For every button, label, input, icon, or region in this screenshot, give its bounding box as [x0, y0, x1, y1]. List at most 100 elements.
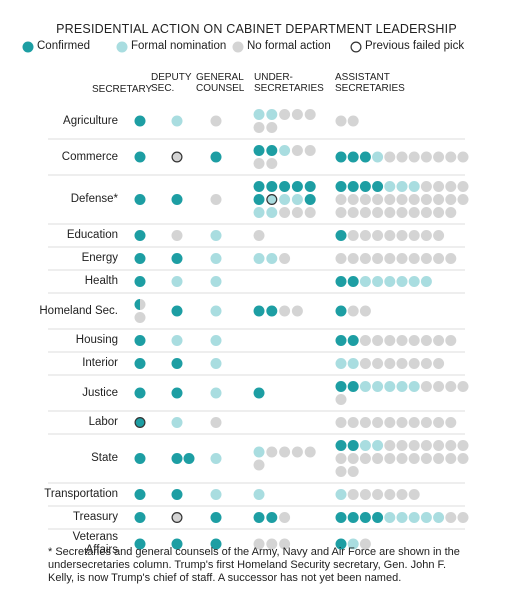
dot: [335, 453, 347, 464]
dot: [171, 115, 183, 127]
dot: [335, 358, 347, 369]
column-header: UNDER-SECRETARIES: [254, 72, 324, 94]
dot: [266, 158, 278, 169]
dot: [291, 145, 303, 156]
dot: [134, 115, 146, 127]
dot: [384, 358, 396, 369]
dot: [304, 194, 316, 205]
dot: [304, 145, 316, 156]
dot: [347, 230, 359, 241]
dot: [171, 194, 183, 205]
dot: [253, 181, 265, 192]
dot: [445, 181, 457, 192]
dot: [384, 489, 396, 500]
dot: [266, 181, 278, 192]
dot: [335, 466, 347, 477]
dot: [210, 305, 222, 317]
dot: [266, 512, 278, 523]
dot: [291, 446, 303, 458]
dot: [210, 230, 222, 241]
dot: [359, 253, 371, 264]
dot: [384, 151, 396, 163]
dot-failed-pick: [134, 417, 146, 429]
dot: [347, 466, 359, 477]
dot: [420, 276, 432, 287]
dot: [359, 440, 371, 451]
dot: [279, 145, 291, 156]
dot: [396, 194, 408, 205]
dot: [134, 358, 146, 369]
dot: [347, 305, 359, 317]
dot-half: [134, 299, 140, 311]
dot: [210, 194, 222, 205]
dot: [359, 417, 371, 428]
legend-swatch: [232, 41, 244, 53]
dot: [384, 453, 396, 464]
dot: [359, 381, 371, 392]
dot: [171, 387, 183, 399]
dot: [335, 253, 347, 264]
dot: [396, 512, 408, 523]
dot: [372, 151, 384, 163]
legend-swatch: [22, 41, 34, 53]
dot: [171, 453, 183, 464]
column-header: GENERAL COUNSEL: [196, 72, 245, 94]
dot: [445, 453, 457, 464]
dot: [408, 194, 420, 205]
dot: [134, 387, 146, 399]
dot: [291, 207, 303, 218]
dot: [253, 305, 265, 317]
dot: [420, 512, 432, 523]
legend-label: Previous failed pick: [365, 40, 465, 52]
dot: [134, 151, 146, 163]
dot: [134, 276, 146, 287]
dot: [210, 276, 222, 287]
dot: [433, 440, 445, 451]
dot: [445, 194, 457, 205]
dot: [408, 230, 420, 241]
dot: [372, 276, 384, 287]
dot: [347, 151, 359, 163]
dot: [347, 538, 359, 550]
dot: [171, 358, 183, 369]
dot: [335, 181, 347, 192]
dot: [266, 207, 278, 218]
dot: [279, 446, 291, 458]
dot: [210, 387, 222, 399]
dot: [253, 207, 265, 218]
dot: [335, 394, 347, 405]
dot: [347, 276, 359, 287]
dot: [420, 253, 432, 264]
dot: [335, 305, 347, 317]
row-label: Homeland Sec.: [39, 304, 118, 317]
row-label: Commerce: [61, 150, 118, 163]
dot: [433, 194, 445, 205]
dot: [359, 207, 371, 218]
dot: [396, 230, 408, 241]
dot: [433, 253, 445, 264]
dot: [420, 335, 432, 346]
dot: [304, 207, 316, 218]
dot: [347, 489, 359, 500]
dot: [396, 276, 408, 287]
dot: [171, 230, 183, 241]
dot: [279, 538, 291, 550]
dot: [134, 230, 146, 241]
dot: [420, 440, 432, 451]
dot: [372, 181, 384, 192]
dot: [445, 151, 457, 163]
dot: [445, 207, 457, 218]
dot: [253, 145, 265, 156]
dot: [433, 512, 445, 523]
dot: [457, 381, 469, 392]
dot: [134, 489, 146, 500]
dot: [372, 453, 384, 464]
dot: [210, 115, 222, 127]
dot: [266, 253, 278, 264]
dot: [347, 253, 359, 264]
dot: [408, 276, 420, 287]
dot: [408, 358, 420, 369]
dot: [335, 194, 347, 205]
dot: [335, 276, 347, 287]
dot: [335, 538, 347, 550]
